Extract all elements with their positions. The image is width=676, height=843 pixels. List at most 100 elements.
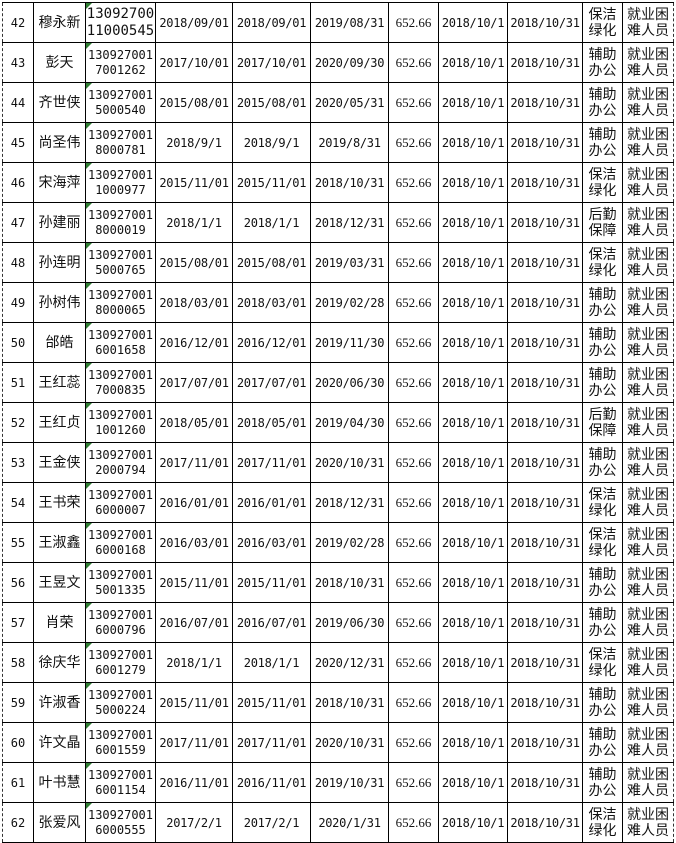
cell-start-date[interactable]: 2018/1/1 [155, 202, 233, 243]
cell-period-end[interactable]: 2018/10/31 [507, 82, 583, 123]
cell-period-start[interactable]: 2018/10/1 [438, 482, 508, 523]
cell-id[interactable]: 130927001 6001658 [85, 322, 156, 363]
cell-end-date[interactable]: 2020/10/31 [310, 442, 389, 483]
cell-start-date[interactable]: 2018/05/01 [155, 402, 233, 443]
cell-period-start[interactable]: 2018/10/1 [438, 562, 508, 603]
cell-no[interactable]: 62 [2, 802, 34, 843]
cell-contract-start[interactable]: 2015/08/01 [232, 82, 311, 123]
cell-amount[interactable]: 652.66 [388, 162, 439, 203]
cell-job-type[interactable]: 辅助 办公 [582, 362, 623, 403]
cell-contract-start[interactable]: 2018/9/1 [232, 122, 311, 163]
cell-start-date[interactable]: 2016/07/01 [155, 602, 233, 643]
cell-category[interactable]: 就业困 难人员 [622, 802, 674, 843]
cell-end-date[interactable]: 2020/1/31 [310, 802, 389, 843]
cell-category[interactable]: 就业困 难人员 [622, 682, 674, 723]
cell-period-end[interactable]: 2018/10/31 [507, 482, 583, 523]
cell-name[interactable]: 彭天 [33, 42, 86, 83]
cell-category[interactable]: 就业困 难人员 [622, 282, 674, 323]
cell-period-end[interactable]: 2018/10/31 [507, 562, 583, 603]
cell-period-end[interactable]: 2018/10/31 [507, 522, 583, 563]
cell-no[interactable]: 60 [2, 722, 34, 763]
cell-contract-start[interactable]: 2017/10/01 [232, 42, 311, 83]
cell-category[interactable]: 就业困 难人员 [622, 602, 674, 643]
cell-no[interactable]: 42 [2, 2, 34, 43]
cell-job-type[interactable]: 辅助 办公 [582, 682, 623, 723]
cell-start-date[interactable]: 2015/11/01 [155, 562, 233, 603]
cell-period-start[interactable]: 2018/10/1 [438, 122, 508, 163]
cell-period-end[interactable]: 2018/10/31 [507, 682, 583, 723]
cell-period-start[interactable]: 2018/10/1 [438, 642, 508, 683]
cell-end-date[interactable]: 2019/10/31 [310, 762, 389, 803]
cell-contract-start[interactable]: 2016/03/01 [232, 522, 311, 563]
cell-period-start[interactable]: 2018/10/1 [438, 802, 508, 843]
cell-category[interactable]: 就业困 难人员 [622, 322, 674, 363]
cell-id[interactable]: 130927001 6000555 [85, 802, 156, 843]
cell-amount[interactable]: 652.66 [388, 602, 439, 643]
cell-period-start[interactable]: 2018/10/1 [438, 322, 508, 363]
cell-period-start[interactable]: 2018/10/1 [438, 682, 508, 723]
cell-category[interactable]: 就业困 难人员 [622, 562, 674, 603]
cell-start-date[interactable]: 2016/12/01 [155, 322, 233, 363]
cell-period-start[interactable]: 2018/10/1 [438, 362, 508, 403]
cell-period-end[interactable]: 2018/10/31 [507, 42, 583, 83]
cell-amount[interactable]: 652.66 [388, 42, 439, 83]
cell-period-start[interactable]: 2018/10/1 [438, 42, 508, 83]
cell-no[interactable]: 49 [2, 282, 34, 323]
cell-contract-start[interactable]: 2015/11/01 [232, 562, 311, 603]
cell-start-date[interactable]: 2018/1/1 [155, 642, 233, 683]
cell-category[interactable]: 就业困 难人员 [622, 522, 674, 563]
cell-category[interactable]: 就业困 难人员 [622, 2, 674, 43]
cell-period-start[interactable]: 2018/10/1 [438, 442, 508, 483]
cell-start-date[interactable]: 2017/10/01 [155, 42, 233, 83]
cell-contract-start[interactable]: 2015/11/01 [232, 682, 311, 723]
cell-job-type[interactable]: 辅助 办公 [582, 562, 623, 603]
cell-period-end[interactable]: 2018/10/31 [507, 642, 583, 683]
cell-job-type[interactable]: 辅助 办公 [582, 42, 623, 83]
cell-period-end[interactable]: 2018/10/31 [507, 242, 583, 283]
cell-category[interactable]: 就业困 难人员 [622, 122, 674, 163]
cell-name[interactable]: 王淑鑫 [33, 522, 86, 563]
cell-name[interactable]: 宋海萍 [33, 162, 86, 203]
cell-id[interactable]: 130927001 6000168 [85, 522, 156, 563]
cell-job-type[interactable]: 后勤 保障 [582, 202, 623, 243]
cell-contract-start[interactable]: 2017/11/01 [232, 722, 311, 763]
cell-period-end[interactable]: 2018/10/31 [507, 602, 583, 643]
cell-id[interactable]: 130927001 6001279 [85, 642, 156, 683]
cell-name[interactable]: 叶书慧 [33, 762, 86, 803]
cell-no[interactable]: 52 [2, 402, 34, 443]
cell-name[interactable]: 尚圣伟 [33, 122, 86, 163]
cell-amount[interactable]: 652.66 [388, 322, 439, 363]
cell-no[interactable]: 56 [2, 562, 34, 603]
cell-category[interactable]: 就业困 难人员 [622, 362, 674, 403]
cell-start-date[interactable]: 2016/01/01 [155, 482, 233, 523]
cell-name[interactable]: 张爱风 [33, 802, 86, 843]
cell-amount[interactable]: 652.66 [388, 682, 439, 723]
cell-no[interactable]: 45 [2, 122, 34, 163]
cell-start-date[interactable]: 2015/08/01 [155, 242, 233, 283]
cell-job-type[interactable]: 辅助 办公 [582, 442, 623, 483]
cell-period-end[interactable]: 2018/10/31 [507, 202, 583, 243]
cell-name[interactable]: 徐庆华 [33, 642, 86, 683]
cell-category[interactable]: 就业困 难人员 [622, 762, 674, 803]
cell-amount[interactable]: 652.66 [388, 442, 439, 483]
cell-amount[interactable]: 652.66 [388, 122, 439, 163]
cell-period-start[interactable]: 2018/10/1 [438, 282, 508, 323]
cell-amount[interactable]: 652.66 [388, 242, 439, 283]
cell-id[interactable]: 130927001 5000765 [85, 242, 156, 283]
cell-start-date[interactable]: 2015/11/01 [155, 682, 233, 723]
cell-category[interactable]: 就业困 难人员 [622, 202, 674, 243]
cell-id[interactable]: 130927001 6000796 [85, 602, 156, 643]
cell-name[interactable]: 王红贞 [33, 402, 86, 443]
cell-job-type[interactable]: 保洁 绿化 [582, 162, 623, 203]
cell-contract-start[interactable]: 2016/07/01 [232, 602, 311, 643]
cell-id[interactable]: 130927001 6001559 [85, 722, 156, 763]
cell-end-date[interactable]: 2018/10/31 [310, 562, 389, 603]
cell-end-date[interactable]: 2019/02/28 [310, 282, 389, 323]
cell-name[interactable]: 许淑香 [33, 682, 86, 723]
cell-job-type[interactable]: 辅助 办公 [582, 602, 623, 643]
cell-job-type[interactable]: 辅助 办公 [582, 282, 623, 323]
cell-job-type[interactable]: 辅助 办公 [582, 762, 623, 803]
cell-amount[interactable]: 652.66 [388, 802, 439, 843]
cell-contract-start[interactable]: 2018/03/01 [232, 282, 311, 323]
cell-category[interactable]: 就业困 难人员 [622, 42, 674, 83]
